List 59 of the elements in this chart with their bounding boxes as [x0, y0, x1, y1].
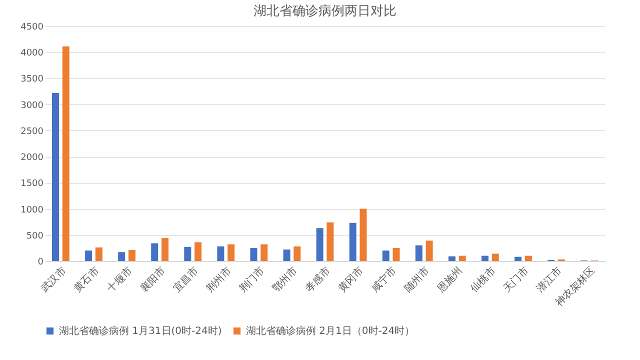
bar [448, 256, 456, 261]
bar [382, 250, 390, 261]
x-tick-label: 孝感市 [303, 264, 333, 294]
bar [85, 250, 92, 261]
y-tick-label: 500 [26, 231, 44, 242]
bar [326, 222, 334, 261]
bar [426, 240, 433, 261]
x-tick-label: 宜昌市 [170, 264, 201, 294]
y-tick-label: 3500 [20, 74, 44, 85]
bar [492, 254, 499, 261]
x-tick-label: 天门市 [501, 264, 532, 294]
x-tick-label: 潜江市 [534, 264, 564, 294]
x-tick-label: 鄂州市 [270, 264, 300, 294]
y-tick-label: 2500 [20, 126, 44, 137]
x-tick-label: 襄阳市 [138, 264, 168, 294]
bar [349, 222, 356, 261]
chart-title: 湖北省确诊病例两日对比 [254, 4, 396, 19]
bar [283, 250, 290, 261]
x-tick-label: 随州市 [402, 264, 432, 294]
y-tick-label: 4500 [20, 22, 44, 32]
bar [128, 250, 136, 261]
bar [151, 243, 158, 261]
y-tick-label: 4000 [20, 48, 44, 59]
bar [184, 246, 192, 261]
bar [250, 248, 258, 261]
bar [514, 256, 522, 261]
bar [392, 248, 400, 261]
bar [194, 242, 202, 261]
x-tick-label: 恩施州 [434, 264, 465, 296]
bar [217, 246, 224, 261]
bar [294, 246, 301, 261]
bar [415, 245, 422, 261]
x-tick-label: 荆门市 [237, 264, 267, 294]
y-tick-label: 2000 [20, 153, 44, 164]
bar [458, 256, 466, 261]
bar [62, 46, 70, 261]
x-tick-label: 黄冈市 [336, 264, 366, 294]
x-tick-label: 咸宁市 [369, 264, 399, 294]
y-tick-label: 0 [38, 258, 44, 268]
legend-label: 湖北省确诊病例 1月31日(0时-24时) [59, 325, 222, 337]
bar [228, 244, 235, 261]
x-tick-label: 黄石市 [72, 264, 102, 294]
bar [52, 92, 59, 261]
y-tick-label: 1500 [20, 179, 44, 190]
x-tick-label: 十堰市 [104, 264, 135, 294]
bar [162, 238, 168, 261]
legend-label: 湖北省确诊病例 2月1日（0时-24时） [246, 325, 415, 337]
y-tick-label: 1000 [20, 205, 44, 216]
x-tick-label: 荆州市 [204, 264, 234, 294]
x-tick-label: 武汉市 [38, 264, 68, 294]
bar [524, 256, 532, 261]
y-tick-label: 3000 [20, 100, 44, 111]
bar [482, 256, 488, 261]
bar [360, 208, 367, 261]
x-tick-label: 仙桃市 [468, 264, 498, 294]
bar [260, 244, 268, 261]
bar [95, 247, 102, 261]
bar [316, 228, 324, 261]
bar [118, 252, 126, 261]
